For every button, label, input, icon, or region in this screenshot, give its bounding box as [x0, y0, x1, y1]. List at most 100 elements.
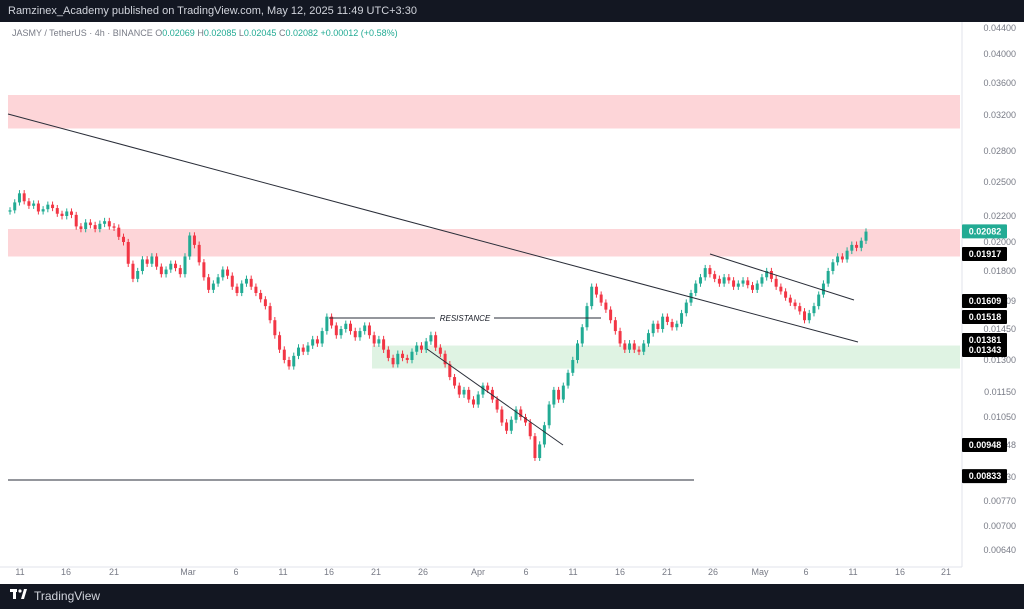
- x-tick-label: 21: [662, 567, 672, 577]
- candle: [576, 340, 580, 364]
- y-tick-label: 0.03600: [983, 78, 1016, 88]
- svg-text:0.01343: 0.01343: [969, 345, 1002, 355]
- price-tag: 0.01609: [962, 294, 1007, 308]
- candle: [438, 344, 442, 358]
- y-tick-label: 0.01300: [983, 355, 1016, 365]
- svg-text:0.00833: 0.00833: [969, 471, 1002, 481]
- support-zone: [372, 345, 960, 369]
- candle: [509, 416, 513, 435]
- candle: [244, 275, 248, 287]
- x-tick-label: 21: [941, 567, 951, 577]
- candle: [604, 299, 608, 313]
- chart-area[interactable]: RESISTANCE 0.04400 0.04000 0.03600 0.03200 0…: [0, 22, 1024, 584]
- candle: [580, 324, 584, 347]
- candle: [311, 335, 315, 349]
- price-tag: 0.01518: [962, 310, 1007, 324]
- candle: [22, 190, 26, 205]
- high-value: 0.02085: [203, 28, 237, 38]
- candle: [126, 238, 130, 267]
- candle: [344, 320, 348, 333]
- y-tick-label: 0.01150: [984, 387, 1016, 397]
- candle: [391, 354, 395, 368]
- candle: [651, 320, 655, 337]
- y-tick-label: 0.01800: [983, 266, 1016, 276]
- open-value: 0.02069: [162, 28, 195, 38]
- candle: [349, 320, 353, 335]
- price-tag: 0.01343: [962, 343, 1007, 357]
- candle: [453, 373, 457, 389]
- candle: [249, 275, 253, 290]
- price-tag: 0.00948: [962, 438, 1007, 452]
- candle: [419, 342, 423, 354]
- candle: [178, 264, 182, 278]
- change-value: +0.00012 (+0.58%): [320, 28, 398, 38]
- candle: [855, 241, 859, 252]
- candle: [282, 346, 286, 364]
- candle: [117, 224, 121, 240]
- price-chart[interactable]: RESISTANCE 0.04400 0.04000 0.03600 0.03200 0…: [0, 22, 1024, 584]
- candle: [552, 386, 556, 408]
- candle: [273, 317, 277, 339]
- candle: [788, 294, 792, 306]
- candle: [320, 327, 324, 347]
- candle: [727, 273, 731, 284]
- channel-upper-line: [709, 253, 855, 301]
- candle: [533, 432, 537, 461]
- candle: [401, 350, 405, 362]
- candle: [150, 253, 154, 267]
- candle: [32, 200, 36, 209]
- candle: [779, 283, 783, 295]
- candle: [36, 200, 40, 215]
- candle: [642, 340, 646, 356]
- candle: [164, 266, 168, 278]
- candle: [528, 419, 532, 440]
- candle: [632, 340, 636, 354]
- x-tick-label: Apr: [471, 567, 485, 577]
- candle: [358, 327, 362, 341]
- candle: [618, 327, 622, 347]
- y-tick-label: 0.00640: [983, 545, 1016, 555]
- publish-info: Ramzinex_Academy published on TradingVie…: [8, 5, 417, 17]
- candle: [145, 256, 149, 267]
- resistance-zone-upper: [8, 95, 960, 129]
- candle: [467, 386, 471, 403]
- svg-text:0.01917: 0.01917: [969, 249, 1002, 259]
- candle: [769, 267, 773, 283]
- candle: [798, 302, 802, 315]
- candle: [363, 322, 367, 335]
- candle: [680, 309, 684, 327]
- candle: [79, 223, 83, 233]
- candle: [784, 288, 788, 301]
- candle: [174, 260, 178, 272]
- resistance-annotation: RESISTANCE: [440, 314, 491, 323]
- candle: [670, 318, 674, 331]
- candle: [334, 322, 338, 339]
- candle: [74, 211, 78, 230]
- x-tick-label: 11: [848, 567, 857, 577]
- candle: [661, 313, 665, 333]
- candle: [259, 289, 263, 303]
- candle: [613, 317, 617, 335]
- candle: [514, 406, 518, 424]
- svg-text:0.01518: 0.01518: [969, 312, 1002, 322]
- candle: [831, 259, 835, 275]
- candle: [637, 346, 641, 356]
- candle: [296, 344, 300, 360]
- candle: [306, 342, 310, 356]
- y-tick-label: 0.02500: [983, 177, 1016, 187]
- candle: [65, 208, 69, 220]
- footer-brand: TradingView: [34, 589, 101, 603]
- low-value: 0.02045: [243, 28, 277, 38]
- candle: [155, 253, 159, 270]
- x-tick-label: Mar: [180, 567, 196, 577]
- minor-downtrend-line: [426, 348, 564, 446]
- candle: [665, 313, 669, 326]
- candle: [812, 302, 816, 317]
- candle: [325, 313, 329, 335]
- candle: [122, 233, 126, 246]
- candle: [765, 267, 769, 281]
- candle: [538, 441, 542, 461]
- x-tick-label: 26: [418, 567, 428, 577]
- candle: [188, 232, 192, 260]
- candle: [88, 219, 92, 229]
